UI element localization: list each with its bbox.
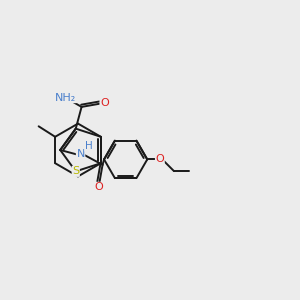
Text: O: O bbox=[100, 98, 109, 108]
Text: NH₂: NH₂ bbox=[55, 93, 76, 103]
Text: H: H bbox=[85, 141, 92, 151]
Text: O: O bbox=[94, 182, 103, 192]
Text: S: S bbox=[72, 167, 79, 176]
Text: N: N bbox=[76, 148, 85, 158]
Text: O: O bbox=[155, 154, 164, 164]
